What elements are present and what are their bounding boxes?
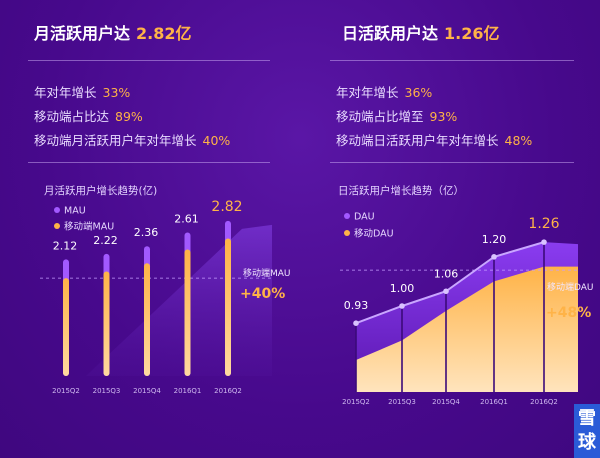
mau-headline: 月活跃用户达 2.82亿 bbox=[34, 20, 192, 44]
dau-point bbox=[399, 303, 405, 309]
mau-stat-yoy: 年对年增长 33% bbox=[34, 82, 130, 101]
dau-value-label: 1.06 bbox=[434, 267, 459, 280]
divider bbox=[330, 162, 574, 163]
divider bbox=[28, 60, 270, 61]
stat-value: 40% bbox=[202, 133, 231, 148]
dau-chart-title: 日活跃用户增长趋势（亿） bbox=[338, 185, 464, 197]
mau-bar-chart: MAU 移动端MAU 2.12 2015Q2 2.22 2015Q3 2.36 2015Q… bbox=[40, 199, 291, 395]
mau-stat-mobile-share: 移动端占比达 89% bbox=[34, 106, 143, 125]
dau-x-tick: 2015Q2 bbox=[342, 398, 370, 406]
dau-point bbox=[443, 288, 449, 295]
stat-label: 移动端占比增至 bbox=[336, 109, 424, 124]
dau-point bbox=[353, 320, 359, 327]
dau-x-tick: 2016Q1 bbox=[480, 398, 508, 406]
dau-stat-mobile-share: 移动端占比增至 93% bbox=[336, 106, 457, 125]
mau-value-label: 2.36 bbox=[134, 226, 159, 239]
dau-value-label: 1.20 bbox=[482, 233, 507, 246]
stat-value: 93% bbox=[429, 109, 458, 124]
mobile-dau-area bbox=[356, 266, 578, 392]
legend-label-mau: MAU bbox=[64, 206, 86, 217]
stat-value: 36% bbox=[404, 85, 433, 100]
dau-annotation-value: +48% bbox=[546, 305, 591, 321]
mau-value-label: 2.82 bbox=[211, 199, 242, 215]
dau-legend: DAU 移动DAU bbox=[344, 212, 394, 240]
legend-marker-mobile-dau bbox=[344, 230, 350, 236]
mobile-mau-bar bbox=[63, 278, 69, 376]
stat-value: 89% bbox=[115, 109, 143, 124]
dau-area-chart: 0.93 2015Q2 1.00 2015Q3 1.06 2015Q4 1.20 2016Q1… bbox=[340, 212, 594, 406]
dau-stat-mobile-yoy: 移动端日活跃用户年对年增长 48% bbox=[336, 130, 532, 149]
watermark-char: 球 bbox=[578, 432, 596, 453]
divider bbox=[28, 162, 270, 163]
mau-chart-title: 月活跃用户增长趋势(亿) bbox=[44, 185, 158, 197]
stat-label: 移动端月活跃用户年对年增长 bbox=[34, 133, 197, 148]
legend-label-mobile-dau: 移动DAU bbox=[354, 228, 394, 240]
dau-annotation-label: 移动端DAU bbox=[547, 281, 594, 293]
mau-value-label: 2.22 bbox=[93, 234, 118, 247]
legend-marker-dau bbox=[344, 213, 350, 219]
dau-marks: 0.93 2015Q2 1.00 2015Q3 1.06 2015Q4 1.20 2016Q1… bbox=[342, 216, 560, 406]
mau-value-label: 2.12 bbox=[53, 239, 78, 252]
mau-annotation-label: 移动端MAU bbox=[243, 267, 291, 279]
mau-annotation-value: +40% bbox=[240, 286, 285, 302]
dau-value-label: 0.93 bbox=[344, 299, 369, 312]
legend-label-mobile-mau: 移动端MAU bbox=[64, 221, 114, 233]
dau-value-label: 1.26 bbox=[528, 216, 559, 232]
mobile-mau-bar bbox=[103, 271, 110, 376]
dau-point bbox=[541, 239, 547, 245]
dau-point bbox=[491, 254, 497, 260]
mau-headline-text: 月活跃用户达 bbox=[34, 24, 131, 43]
mau-x-tick: 2016Q2 bbox=[214, 387, 242, 395]
mau-x-tick: 2015Q4 bbox=[133, 387, 161, 395]
mau-x-tick: 2015Q3 bbox=[93, 387, 121, 395]
watermark-char: 雪 bbox=[578, 408, 596, 429]
stat-value: 33% bbox=[102, 85, 131, 100]
stat-label: 年对年增长 bbox=[336, 85, 399, 100]
stat-label: 移动端占比达 bbox=[34, 109, 110, 124]
stat-value: 48% bbox=[504, 133, 533, 148]
legend-marker-mau bbox=[54, 207, 60, 213]
mau-legend: MAU 移动端MAU bbox=[54, 206, 114, 233]
dau-headline: 日活跃用户达 1.26亿 bbox=[342, 20, 500, 44]
mau-bars: 2.12 2015Q2 2.22 2015Q3 2.36 2015Q4 2.61 2016Q1… bbox=[52, 199, 242, 395]
dau-value-label: 1.00 bbox=[390, 282, 415, 295]
dau-panel: 日活跃用户达 1.26亿 年对年增长 36% 移动端占比增至 93% 移动端日活跃用户… bbox=[300, 0, 600, 458]
legend-label-dau: DAU bbox=[354, 212, 375, 223]
watermark-logo: 雪 球 bbox=[574, 404, 600, 458]
divider bbox=[330, 60, 574, 61]
stat-label: 移动端日活跃用户年对年增长 bbox=[336, 133, 499, 148]
dau-x-tick: 2015Q3 bbox=[388, 398, 416, 406]
dau-headline-text: 日活跃用户达 bbox=[342, 24, 439, 43]
mobile-mau-bar bbox=[225, 238, 231, 376]
mau-x-tick: 2016Q1 bbox=[174, 387, 202, 395]
mau-value-label: 2.61 bbox=[174, 212, 199, 225]
mau-headline-value: 2.82亿 bbox=[136, 24, 192, 43]
dau-stat-yoy: 年对年增长 36% bbox=[336, 82, 432, 101]
mau-panel: 月活跃用户达 2.82亿 年对年增长 33% 移动端占比达 89% 移动端月活跃用户年… bbox=[28, 20, 270, 197]
dau-headline-value: 1.26亿 bbox=[444, 24, 500, 43]
stat-label: 年对年增长 bbox=[34, 85, 97, 100]
legend-marker-mobile-mau bbox=[54, 223, 60, 229]
mau-stat-mobile-yoy: 移动端月活跃用户年对年增长 40% bbox=[34, 130, 230, 149]
mau-x-tick: 2015Q2 bbox=[52, 387, 80, 395]
mobile-mau-bar bbox=[144, 263, 150, 376]
dau-x-tick: 2015Q4 bbox=[432, 398, 460, 406]
dau-x-tick: 2016Q2 bbox=[530, 398, 558, 406]
mobile-mau-bar bbox=[184, 249, 191, 376]
